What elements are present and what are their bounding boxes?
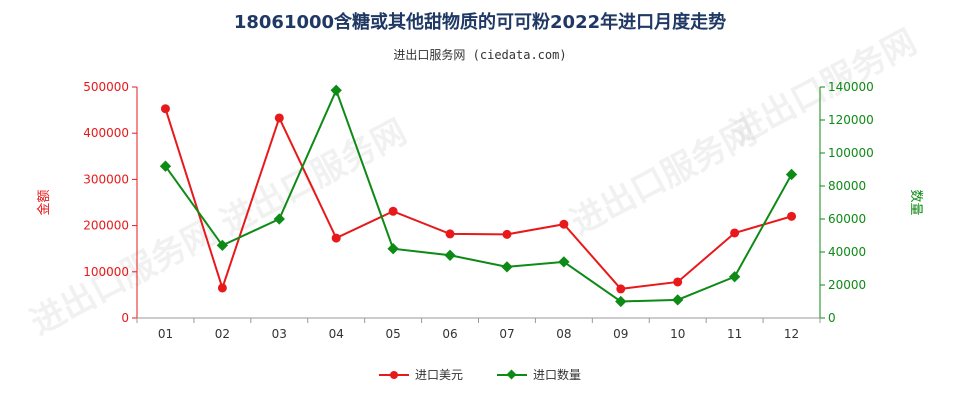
- legend-swatch-red: [378, 369, 409, 381]
- y-tick-label-right: 40000: [828, 245, 866, 259]
- series-point-2: [672, 294, 684, 306]
- series-point-2: [159, 160, 172, 172]
- series-point-1: [274, 113, 284, 123]
- series-point-1: [388, 206, 398, 216]
- series-point-1: [331, 233, 341, 243]
- series-point-1: [502, 229, 512, 239]
- series-point-1: [217, 283, 227, 293]
- y-tick-label-right: 100000: [828, 146, 874, 160]
- y-tick-label-left: 300000: [83, 172, 129, 186]
- series-point-2: [728, 271, 741, 283]
- series-point-2: [330, 84, 342, 96]
- series-point-2: [615, 295, 627, 308]
- x-tick-label: 09: [613, 327, 628, 341]
- series-point-2: [387, 243, 399, 255]
- y-tick-label-right: 0: [828, 311, 836, 325]
- series-point-2: [501, 261, 513, 273]
- y-tick-label-left: 200000: [83, 219, 129, 233]
- series-point-2: [785, 168, 798, 181]
- legend-swatch-green: [497, 369, 527, 381]
- legend-item-left[interactable]: 进口美元: [378, 366, 463, 383]
- series-point-2: [216, 239, 229, 252]
- y-tick-label-left: 400000: [83, 126, 129, 140]
- y-axis-title-right: 数量: [908, 189, 923, 215]
- series-point-1: [445, 229, 455, 239]
- y-tick-label-left: 500000: [83, 80, 129, 94]
- y-axis-title-left: 金额: [36, 189, 52, 215]
- series-point-1: [730, 228, 740, 238]
- chart-subtitle: 进出口服务网 (ciedata.com): [393, 48, 567, 62]
- series-point-2: [273, 213, 285, 225]
- series-point-1: [160, 104, 170, 114]
- series-point-1: [787, 211, 797, 221]
- x-tick-label: 08: [556, 327, 571, 341]
- series-point-2: [444, 249, 456, 261]
- y-tick-label-left: 100000: [83, 265, 129, 279]
- y-tick-label-right: 80000: [828, 179, 866, 193]
- x-tick-label: 07: [499, 327, 514, 341]
- series-point-1: [616, 284, 626, 294]
- series-point-1: [673, 277, 683, 287]
- y-tick-label-right: 60000: [828, 212, 866, 226]
- x-tick-label: 06: [442, 327, 457, 341]
- x-tick-label: 01: [158, 327, 173, 341]
- series-point-1: [559, 219, 569, 229]
- series-line-1: [164, 108, 792, 292]
- y-tick-label-right: 140000: [828, 80, 874, 94]
- series-point-2: [558, 256, 570, 268]
- chart-title: 18061000含糖或其他甜物质的可可粉2022年进口月度走势: [233, 12, 727, 33]
- series-line-2: [164, 87, 793, 303]
- x-tick-label: 04: [329, 327, 344, 341]
- legend-label-left: 进口美元: [414, 368, 463, 382]
- legend: 进口美元 进口数量: [0, 366, 960, 383]
- x-tick-label: 12: [784, 327, 799, 341]
- x-tick-label: 10: [670, 327, 685, 341]
- x-tick-label: 11: [727, 327, 742, 341]
- y-tick-label-left: 0: [121, 311, 129, 325]
- x-tick-label: 02: [215, 327, 230, 341]
- y-tick-label-right: 20000: [828, 278, 866, 292]
- y-tick-label-right: 120000: [828, 113, 874, 127]
- x-tick-label: 03: [272, 327, 287, 341]
- legend-label-right: 进口数量: [533, 368, 582, 382]
- x-tick-label: 05: [385, 327, 400, 341]
- legend-item-right[interactable]: 进口数量: [497, 366, 581, 383]
